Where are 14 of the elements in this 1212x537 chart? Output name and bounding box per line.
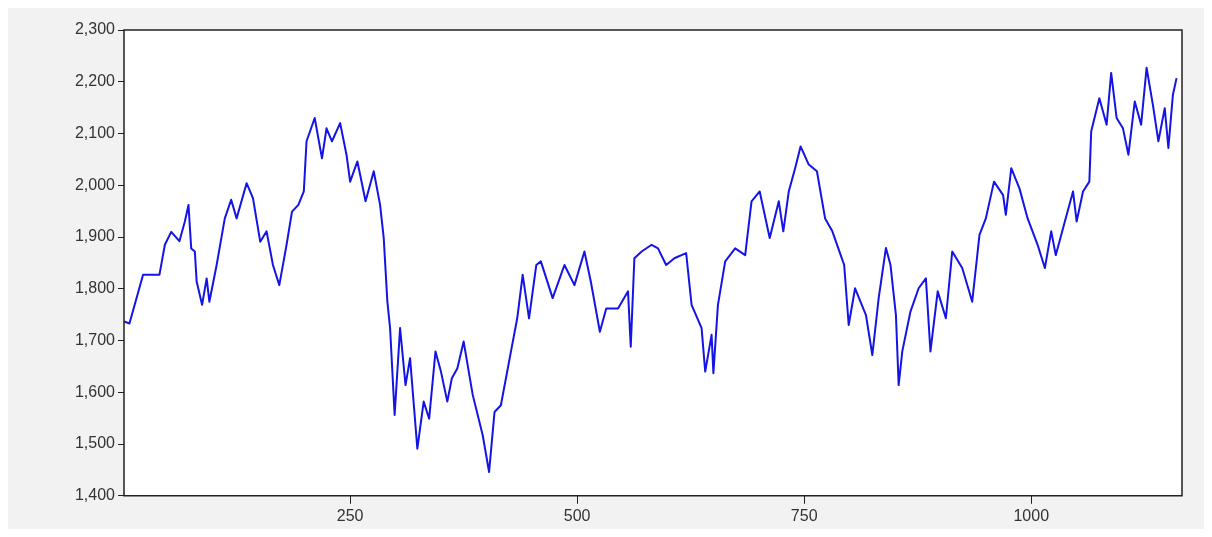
x-tick-label: 750	[790, 506, 818, 524]
x-tick-label: 1000	[1013, 506, 1050, 524]
y-tick-label: 1,600	[74, 382, 116, 400]
y-tick-label: 1,400	[74, 486, 116, 504]
y-tick-label: 2,200	[74, 72, 116, 90]
y-tick-label: 1,500	[74, 434, 116, 452]
y-tick-label: 1,800	[74, 279, 116, 297]
y-tick-label: 2,300	[74, 20, 116, 38]
y-tick-label: 1,700	[74, 330, 116, 348]
y-tick-label: 2,100	[74, 123, 116, 141]
x-tick-label: 250	[336, 506, 364, 524]
x-tick-label: 500	[563, 506, 591, 524]
y-tick-label: 2,000	[74, 175, 116, 193]
y-tick-label: 1,900	[74, 227, 116, 245]
